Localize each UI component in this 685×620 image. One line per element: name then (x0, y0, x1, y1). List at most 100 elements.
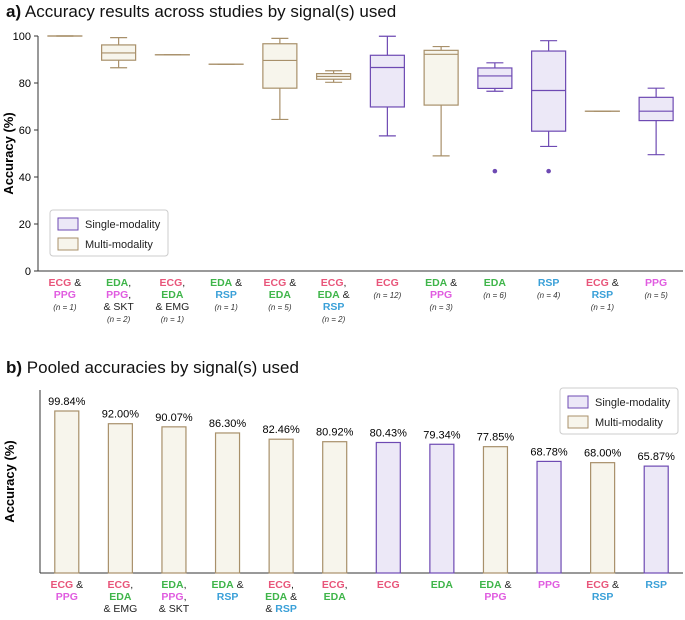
bar (268, 438, 294, 574)
group-n: (n = 5) (268, 303, 292, 312)
legend-b-label: Multi-modality (595, 417, 663, 429)
bar (643, 465, 669, 574)
panel-a-title-text: Accuracy results across studies by signa… (24, 2, 397, 21)
bar-category-label-line: PPG (484, 591, 506, 603)
y-tick-label: 20 (19, 219, 31, 231)
legend-b-label: Single-modality (595, 397, 671, 409)
group-label-line: PPG, (106, 289, 131, 301)
group-label-line: & EMG (155, 301, 189, 313)
bar-value-label: 82.46% (262, 424, 300, 436)
group-n: (n = 2) (322, 315, 346, 324)
bar-category-label-line: ECG, (322, 579, 348, 591)
group-label-line: EDA (161, 289, 184, 301)
bar-category-label-line: ECG, (268, 579, 294, 591)
bar (54, 410, 80, 574)
group-n: (n = 1) (214, 303, 238, 312)
group-label-line: EDA (484, 277, 507, 289)
group-label-line: RSP (323, 301, 345, 313)
y-axis-title: Accuracy (%) (1, 112, 16, 194)
group-label-line: EDA & (425, 277, 457, 289)
group-n: (n = 1) (591, 303, 615, 312)
bar (482, 446, 509, 574)
panel-a-title: a) Accuracy results across studies by si… (6, 2, 396, 22)
group-label-line: RSP (215, 289, 237, 301)
bar-category-label-line: & EMG (103, 603, 137, 615)
group-label-line: ECG (376, 277, 399, 289)
bar-category-label-line: EDA & (265, 591, 297, 603)
bar (107, 423, 133, 574)
legend-b-swatch (567, 395, 589, 409)
group-label-line: ECG & (49, 277, 82, 289)
panel-a-letter: a) (6, 2, 22, 21)
group-label-line: EDA & (210, 277, 242, 289)
bar (536, 460, 562, 574)
bar-category-label-line: EDA & (479, 579, 511, 591)
bar-category-label-line: PPG, (161, 591, 186, 603)
group-n: (n = 2) (107, 315, 131, 324)
bar-value-label: 80.92% (316, 427, 354, 439)
panel-b-title: b) Pooled accuracies by signal(s) used (6, 358, 299, 378)
box-iqr (638, 96, 674, 122)
group-n: (n = 1) (161, 315, 185, 324)
bar-value-label: 92.00% (102, 409, 140, 421)
boxplot-chart: 0 20 40 60 80 100 Accuracy (%) ECG & PPG (n = 1) E… (1, 31, 683, 324)
panel-b-title-text: Pooled accuracies by signal(s) used (26, 358, 299, 377)
group-label-line: PPG (430, 289, 452, 301)
legend-b-swatch (567, 415, 589, 429)
group-label-line: EDA, (106, 277, 131, 289)
group-label-line: ECG, (321, 277, 347, 289)
bar-value-label: 99.84% (48, 396, 86, 408)
bar (590, 462, 616, 574)
bar-category-label-line: EDA & (211, 579, 243, 591)
group-label-line: ECG & (586, 277, 619, 289)
box-iqr (369, 54, 405, 108)
bar-value-label: 68.00% (584, 448, 622, 460)
group-label-line: RSP (538, 277, 560, 289)
bar-value-label: 86.30% (209, 418, 247, 430)
group-label-line: EDA (269, 289, 292, 301)
y-tick-label: 0 (25, 266, 31, 278)
bar (214, 432, 241, 574)
legend-a-swatch (57, 237, 79, 251)
group-label-line: EDA & (318, 289, 350, 301)
bar-category-label-line: EDA (324, 591, 347, 603)
bar (161, 426, 187, 574)
bar-category-label-line: ECG, (108, 579, 134, 591)
legend-a-label: Single-modality (85, 219, 161, 231)
bar-category-label-line: ECG & (50, 579, 83, 591)
legend-b-frame (559, 387, 679, 435)
group-n: (n = 12) (373, 291, 401, 300)
group-label-line: PPG (645, 277, 667, 289)
legend-a-swatch (57, 217, 79, 231)
box-outlier (492, 168, 498, 174)
bar-chart: Accuracy (%)99.84%ECG &PPG92.00%ECG,EDA&… (2, 387, 683, 615)
bar-category-label-line: RSP (645, 579, 667, 591)
group-n: (n = 5) (644, 291, 668, 300)
bar-category-label-line: EDA (109, 591, 132, 603)
bar-category-label-line: & SKT (159, 603, 190, 615)
group-label-line: RSP (592, 289, 614, 301)
y-tick-label: 80 (19, 78, 31, 90)
group-n: (n = 1) (53, 303, 77, 312)
y-tick-label: 60 (19, 125, 31, 137)
panel-b-letter: b) (6, 358, 23, 377)
group-n: (n = 6) (483, 291, 507, 300)
group-n: (n = 3) (429, 303, 453, 312)
bar-category-label-line: ECG (377, 579, 400, 591)
bar-category-label-line: ECG & (586, 579, 619, 591)
y-axis-title: Accuracy (%) (2, 440, 17, 522)
bar-value-label: 90.07% (155, 412, 193, 424)
group-n: (n = 4) (537, 291, 561, 300)
y-tick-label: 100 (13, 31, 31, 43)
box-iqr (262, 43, 298, 89)
bar-category-label-line: EDA (431, 579, 454, 591)
y-tick-label: 40 (19, 172, 31, 184)
bar-category-label-line: & RSP (265, 603, 297, 615)
bar-category-label-line: EDA, (161, 579, 186, 591)
bar-value-label: 77.85% (477, 432, 515, 444)
bar-category-label-line: PPG (56, 591, 78, 603)
group-label-line: ECG, (160, 277, 186, 289)
group-label-line: ECG & (264, 277, 297, 289)
bar-category-label-line: RSP (217, 591, 239, 603)
bar (322, 441, 348, 574)
